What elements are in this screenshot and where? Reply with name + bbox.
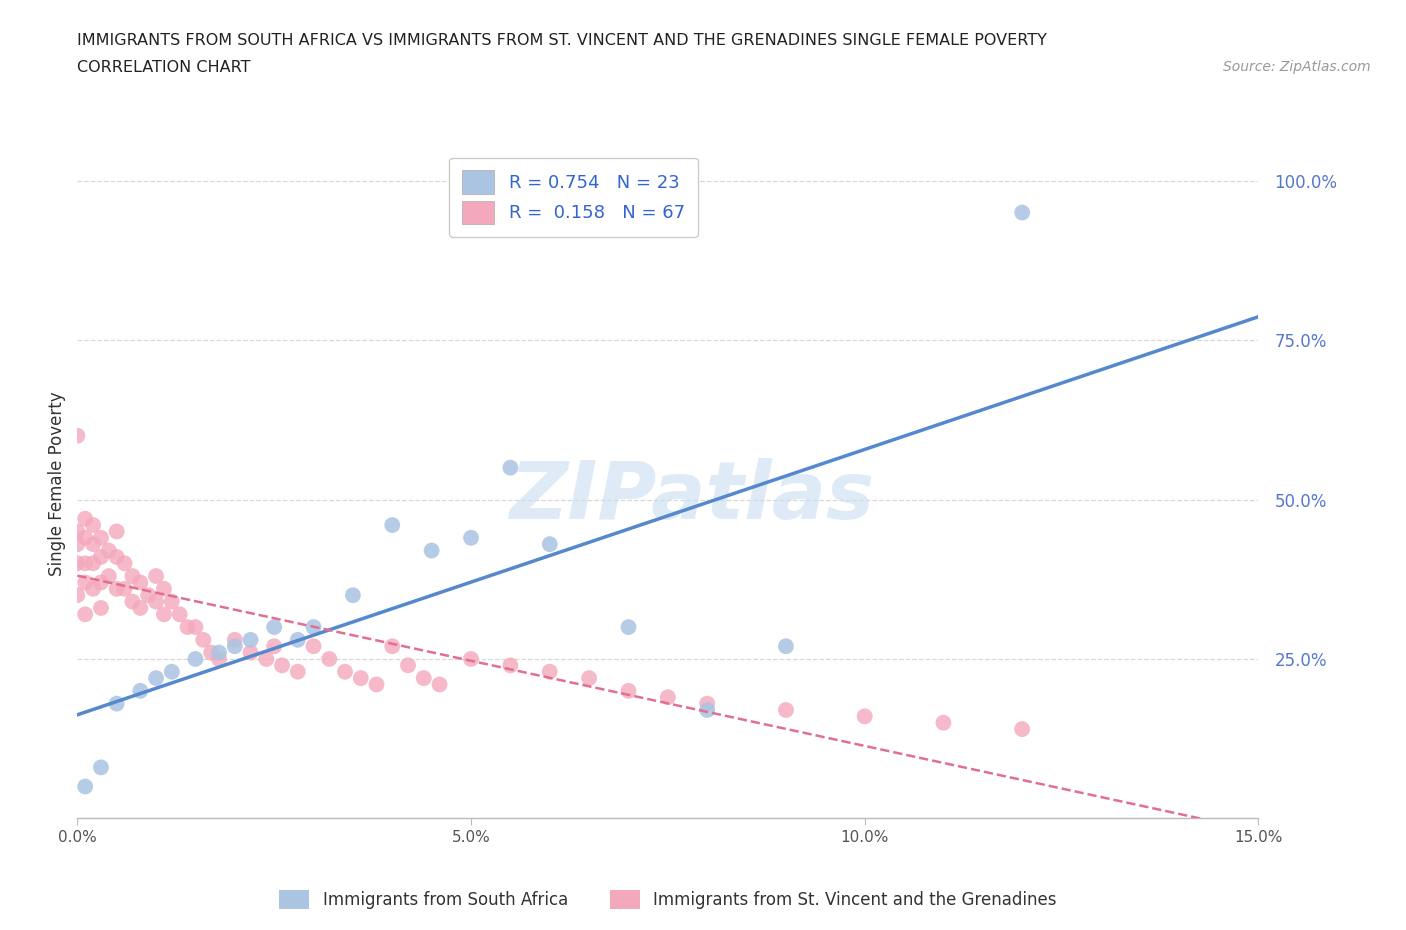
Point <box>617 684 640 698</box>
Point <box>538 537 561 551</box>
Point <box>66 429 89 444</box>
Point <box>381 639 404 654</box>
Point <box>145 671 167 685</box>
Text: IMMIGRANTS FROM SOUTH AFRICA VS IMMIGRANTS FROM ST. VINCENT AND THE GRENADINES S: IMMIGRANTS FROM SOUTH AFRICA VS IMMIGRAN… <box>77 33 1047 47</box>
Point <box>193 632 215 647</box>
Point <box>105 581 128 596</box>
Point <box>396 658 419 672</box>
Point <box>617 619 640 634</box>
Point <box>333 664 356 679</box>
Point <box>1011 722 1033 737</box>
Point <box>775 639 797 654</box>
Point <box>302 639 325 654</box>
Point <box>412 671 434 685</box>
Point <box>263 639 285 654</box>
Point <box>169 607 191 622</box>
Point <box>1011 206 1033 220</box>
Point <box>499 658 522 672</box>
Point <box>366 677 388 692</box>
Point <box>90 760 112 775</box>
Point <box>160 664 183 679</box>
Point <box>105 524 128 538</box>
Point <box>538 664 561 679</box>
Point <box>145 568 167 583</box>
Point <box>82 518 104 533</box>
Point <box>696 702 718 717</box>
Point <box>75 607 97 622</box>
Point <box>90 550 112 565</box>
Point <box>176 619 198 634</box>
Point <box>263 619 285 634</box>
Text: ZIPatlas: ZIPatlas <box>509 458 875 536</box>
Point <box>121 568 143 583</box>
Point <box>82 556 104 571</box>
Point <box>105 697 128 711</box>
Point <box>114 581 136 596</box>
Point <box>853 709 876 724</box>
Point <box>224 639 246 654</box>
Point <box>287 664 309 679</box>
Point <box>271 658 294 672</box>
Point <box>129 575 152 590</box>
Point <box>239 645 262 660</box>
Point <box>75 575 97 590</box>
Point <box>932 715 955 730</box>
Point <box>160 594 183 609</box>
Point <box>97 543 120 558</box>
Point <box>97 568 120 583</box>
Point <box>460 652 482 667</box>
Point <box>381 518 404 533</box>
Point <box>420 543 443 558</box>
Point <box>775 702 797 717</box>
Point <box>75 779 97 794</box>
Point <box>75 512 97 526</box>
Point <box>696 697 718 711</box>
Point <box>75 556 97 571</box>
Point <box>200 645 222 660</box>
Point <box>121 594 143 609</box>
Point <box>66 524 89 538</box>
Point <box>153 581 176 596</box>
Point <box>82 537 104 551</box>
Point <box>318 652 340 667</box>
Point <box>153 607 176 622</box>
Point <box>90 575 112 590</box>
Point <box>129 601 152 616</box>
Point <box>208 652 231 667</box>
Point <box>75 530 97 545</box>
Text: Source: ZipAtlas.com: Source: ZipAtlas.com <box>1223 60 1371 74</box>
Point <box>90 601 112 616</box>
Point <box>66 556 89 571</box>
Point <box>136 588 159 603</box>
Point <box>350 671 373 685</box>
Point <box>66 588 89 603</box>
Text: CORRELATION CHART: CORRELATION CHART <box>77 60 250 75</box>
Y-axis label: Single Female Poverty: Single Female Poverty <box>48 392 66 576</box>
Point <box>239 632 262 647</box>
Point <box>460 530 482 545</box>
Point <box>184 652 207 667</box>
Point <box>657 690 679 705</box>
Point <box>342 588 364 603</box>
Point <box>287 632 309 647</box>
Point <box>114 556 136 571</box>
Point <box>254 652 277 667</box>
Point <box>90 530 112 545</box>
Point <box>224 632 246 647</box>
Point <box>82 581 104 596</box>
Point <box>184 619 207 634</box>
Point <box>105 550 128 565</box>
Point <box>429 677 451 692</box>
Legend: Immigrants from South Africa, Immigrants from St. Vincent and the Grenadines: Immigrants from South Africa, Immigrants… <box>271 882 1064 917</box>
Point <box>499 460 522 475</box>
Point <box>208 645 231 660</box>
Point <box>129 684 152 698</box>
Point <box>145 594 167 609</box>
Point <box>578 671 600 685</box>
Point <box>66 537 89 551</box>
Point <box>302 619 325 634</box>
